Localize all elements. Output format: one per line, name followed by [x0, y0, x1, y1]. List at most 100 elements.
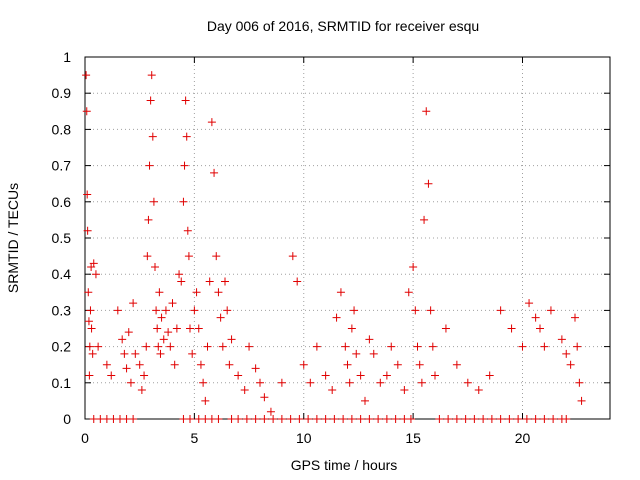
data-point [135, 360, 144, 369]
data-point [540, 415, 549, 423]
data-point [182, 132, 191, 141]
data-point [149, 197, 158, 206]
data-point [428, 342, 437, 351]
data-point [409, 262, 418, 271]
data-point [420, 215, 429, 224]
data-point [356, 415, 365, 423]
data-point [181, 96, 190, 105]
data-point [251, 415, 260, 423]
y-tick-label: 0.4 [52, 266, 72, 282]
y-tick-label: 0.1 [52, 375, 72, 391]
data-point [83, 226, 92, 235]
data-point [177, 277, 186, 286]
data-point [382, 415, 391, 423]
chart-title: Day 006 of 2016, SRMTID for receiver esq… [207, 18, 479, 34]
data-point [507, 324, 516, 333]
y-tick-label: 0.6 [52, 194, 72, 210]
y-tick-label: 0.5 [52, 230, 72, 246]
data-point [350, 306, 359, 315]
data-point [137, 386, 146, 395]
data-point [203, 342, 212, 351]
data-point [306, 378, 315, 387]
data-point [194, 324, 203, 333]
data-point [566, 360, 575, 369]
data-point [199, 378, 208, 387]
data-point [148, 132, 157, 141]
data-point [435, 415, 444, 423]
data-point [113, 306, 122, 315]
grid [85, 57, 610, 419]
data-point [536, 324, 544, 333]
data-point [225, 360, 234, 369]
data-point [166, 342, 175, 351]
data-point [361, 396, 369, 405]
data-point [531, 415, 540, 423]
data-point [286, 415, 295, 423]
data-point [293, 277, 302, 286]
data-point [156, 349, 165, 358]
data-point [365, 335, 374, 344]
data-point [124, 328, 133, 337]
data-point [531, 313, 540, 322]
data-point [496, 306, 505, 315]
data-point [192, 288, 201, 297]
axis-ticks [84, 56, 610, 420]
x-tick-label: 0 [81, 430, 89, 446]
data-point [205, 277, 214, 286]
data-point [164, 328, 173, 337]
data-point [422, 107, 431, 116]
data-point [411, 306, 420, 315]
y-tick-label: 0.9 [52, 85, 72, 101]
data-point [190, 306, 199, 315]
x-tick-label: 10 [296, 430, 312, 446]
data-point [251, 364, 260, 373]
data-point [146, 96, 155, 105]
data-points [82, 71, 586, 423]
data-point [260, 393, 269, 402]
data-point [452, 415, 461, 423]
data-point [188, 349, 197, 358]
data-point [376, 378, 385, 387]
data-point [369, 349, 378, 358]
data-point [441, 324, 450, 333]
data-point [540, 342, 549, 351]
data-point [474, 386, 483, 395]
data-point [143, 252, 152, 261]
data-point [562, 415, 571, 423]
data-point [321, 371, 330, 380]
data-point [179, 197, 188, 206]
data-point [84, 317, 93, 326]
data-point [107, 371, 116, 380]
data-point [207, 118, 216, 127]
data-point [304, 415, 313, 423]
data-point [339, 415, 348, 423]
data-point [277, 378, 286, 387]
data-point [406, 415, 415, 423]
data-point [157, 313, 166, 322]
y-tick-label: 0.7 [52, 158, 72, 174]
data-point [444, 415, 453, 423]
data-point [365, 415, 374, 423]
data-point [400, 386, 409, 395]
data-point [240, 386, 249, 395]
data-point [120, 349, 129, 358]
data-point [221, 277, 229, 286]
data-point [216, 313, 225, 322]
data-point [218, 342, 227, 351]
data-point [330, 415, 339, 423]
data-point [85, 371, 94, 380]
data-point [514, 415, 523, 423]
data-point [496, 415, 505, 423]
data-point [94, 342, 103, 351]
data-point [210, 168, 219, 177]
y-tick-label: 0 [63, 411, 71, 427]
data-point [393, 360, 402, 369]
data-point [234, 371, 243, 380]
data-point [154, 342, 163, 351]
data-point [142, 342, 151, 351]
data-point [546, 306, 555, 315]
data-point [549, 415, 558, 423]
data-point [391, 415, 400, 423]
data-point [140, 371, 149, 380]
data-point [431, 371, 439, 380]
